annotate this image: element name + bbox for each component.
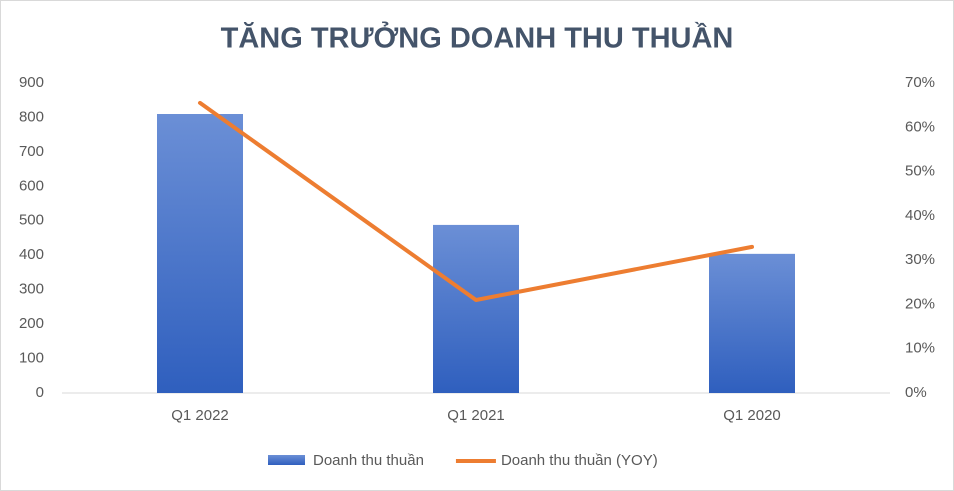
- y2-tick-label: 30%: [905, 251, 935, 268]
- y2-tick-label: 70%: [905, 74, 935, 91]
- y2-tick-label: 40%: [905, 207, 935, 224]
- y-tick-label: 900: [19, 74, 44, 91]
- y-tick-label: 100: [19, 350, 44, 367]
- y-tick-label: 0: [36, 384, 44, 401]
- bar: [433, 224, 519, 393]
- y-tick-label: 700: [19, 143, 44, 160]
- y2-tick-label: 0%: [905, 384, 927, 401]
- y-tick-label: 500: [19, 212, 44, 229]
- legend-label: Doanh thu thuần: [313, 452, 424, 469]
- line: [198, 100, 754, 302]
- bar: [157, 114, 243, 393]
- y-tick-label: 400: [19, 246, 44, 263]
- y2-tick-label: 60%: [905, 118, 935, 135]
- legend-swatch: [268, 455, 305, 465]
- x-tick-label: Q1 2021: [447, 407, 505, 424]
- y2-tick-label: 20%: [905, 295, 935, 312]
- y-tick-label: 200: [19, 315, 44, 332]
- chart-title: TĂNG TRƯỞNG DOANH THU THUẦN: [221, 21, 734, 55]
- bar: [709, 253, 795, 393]
- x-tick-label: Q1 2022: [171, 407, 229, 424]
- legend-label: Doanh thu thuần (YOY): [501, 452, 658, 469]
- y-tick-label: 800: [19, 108, 44, 125]
- x-tick-label: Q1 2020: [723, 407, 781, 424]
- y-tick-label: 600: [19, 177, 44, 194]
- y-tick-label: 300: [19, 281, 44, 298]
- y2-tick-label: 50%: [905, 163, 935, 180]
- y2-tick-label: 10%: [905, 340, 935, 357]
